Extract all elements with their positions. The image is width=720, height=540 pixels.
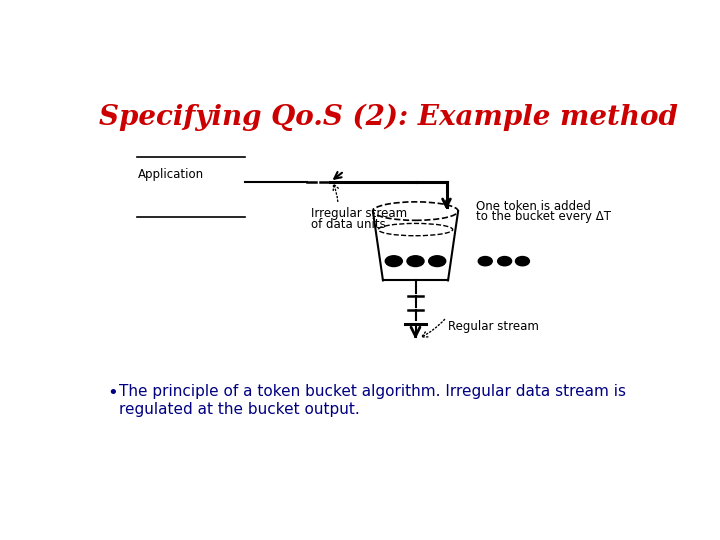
Text: to the bucket every ΔT: to the bucket every ΔT bbox=[476, 211, 611, 224]
Text: Application: Application bbox=[138, 168, 204, 181]
Ellipse shape bbox=[478, 256, 492, 266]
Text: regulated at the bucket output.: regulated at the bucket output. bbox=[120, 402, 360, 417]
Ellipse shape bbox=[385, 256, 402, 267]
Ellipse shape bbox=[407, 256, 424, 267]
Text: •: • bbox=[107, 384, 118, 402]
Text: Irregular stream: Irregular stream bbox=[311, 207, 407, 220]
Text: of data units: of data units bbox=[311, 218, 386, 231]
Text: Specifying Qo.S (2): Example method: Specifying Qo.S (2): Example method bbox=[99, 103, 678, 131]
Ellipse shape bbox=[516, 256, 529, 266]
Ellipse shape bbox=[428, 256, 446, 267]
Text: The principle of a token bucket algorithm. Irregular data stream is: The principle of a token bucket algorith… bbox=[120, 384, 626, 400]
Text: Regular stream: Regular stream bbox=[448, 320, 539, 333]
Ellipse shape bbox=[498, 256, 512, 266]
Text: One token is added: One token is added bbox=[476, 200, 591, 213]
